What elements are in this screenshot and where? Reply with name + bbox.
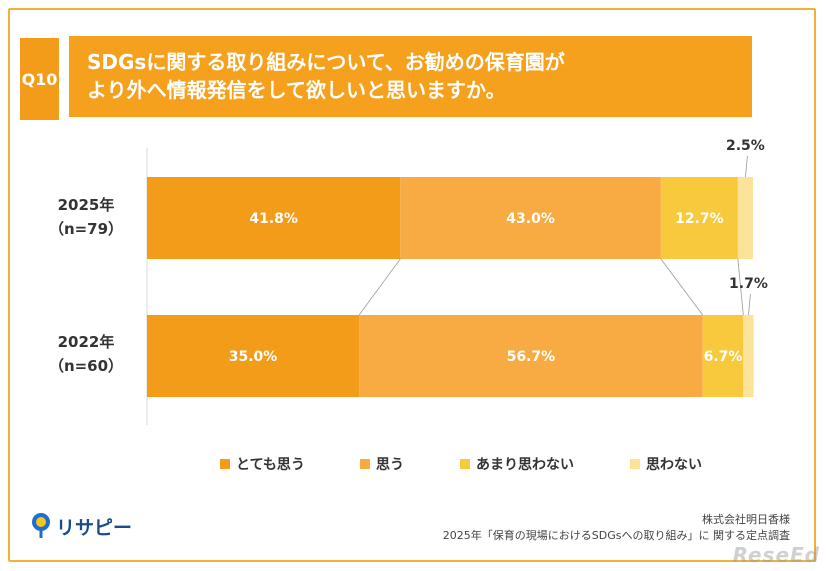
bar-row1-series2	[400, 177, 661, 259]
brand-name: リサピー	[56, 516, 133, 539]
question-number: Q10	[20, 38, 59, 120]
source-line-2: 2025年「保育の現場におけるSDGsへの取り組み」に 関する定点調査	[442, 529, 790, 542]
legend-item-3: あまり思わない	[460, 454, 574, 474]
row-label-2022-n: （n=60）	[48, 357, 124, 375]
legend-swatch-1	[220, 459, 230, 469]
bar-row2-series1	[147, 315, 360, 397]
legend-label-3: あまり思わない	[476, 457, 574, 473]
data-label-row1-series2: 43.0%	[506, 211, 555, 227]
data-label-row1-series4: 2.5%	[726, 138, 765, 154]
watermark: ReseEd	[732, 543, 820, 567]
legend-item-2: 思う	[360, 454, 404, 474]
data-label-leader-row1	[745, 155, 748, 178]
legend-swatch-4	[630, 459, 640, 469]
row-label-2025: 2025年 （n=79）	[36, 193, 136, 241]
legend-item-4: 思わない	[630, 454, 702, 474]
pin-icon	[32, 513, 50, 538]
brand-logo: リサピー	[30, 512, 132, 540]
legend: とても思う 思う あまり思わない 思わない	[220, 454, 740, 476]
bar-row1-series1	[147, 177, 401, 259]
bar-row2-series3	[702, 315, 744, 397]
connector-line-3	[737, 258, 744, 316]
source-line-1: 株式会社明日香様	[702, 513, 790, 526]
legend-label-2: 思う	[376, 457, 404, 473]
row-label-2022: 2022年 （n=60）	[36, 330, 136, 378]
data-label-leader-row2	[748, 293, 751, 316]
data-label-row2-series2: 56.7%	[507, 349, 556, 365]
row-label-2025-year: 2025年	[57, 196, 115, 214]
row-label-2025-n: （n=79）	[48, 220, 124, 238]
bar-row2-series4	[743, 315, 754, 397]
data-label-row2-series3: 6.7%	[704, 349, 743, 365]
legend-swatch-3	[460, 459, 470, 469]
data-label-row1-series1: 41.8%	[249, 211, 298, 227]
legend-label-4: 思わない	[646, 457, 702, 473]
connector-line-2	[660, 258, 704, 316]
card-frame	[8, 8, 816, 562]
bar-row2-series2	[359, 315, 703, 397]
bar-row1-series4	[737, 177, 753, 259]
data-label-row2-series4: 1.7%	[729, 276, 768, 292]
data-label-row2-series1: 35.0%	[229, 349, 278, 365]
bar-row1-series3	[660, 177, 738, 259]
question-title-line-1: SDGsに関する取り組みについて、お勧めの保育園が	[87, 50, 565, 74]
connector-line-1	[358, 258, 401, 316]
data-label-row1-series3: 12.7%	[675, 211, 724, 227]
row-label-2022-year: 2022年	[57, 333, 115, 351]
legend-item-1: とても思う	[220, 454, 305, 474]
legend-label-1: とても思う	[236, 457, 305, 473]
source-note: 株式会社明日香様 2025年「保育の現場におけるSDGsへの取り組み」に 関する…	[443, 512, 790, 544]
legend-swatch-2	[360, 459, 370, 469]
question-title: SDGsに関する取り組みについて、お勧めの保育園が より外へ情報発信をして欲しい…	[69, 36, 752, 117]
question-title-line-2: より外へ情報発信をして欲しいと思いますか。	[87, 78, 506, 102]
